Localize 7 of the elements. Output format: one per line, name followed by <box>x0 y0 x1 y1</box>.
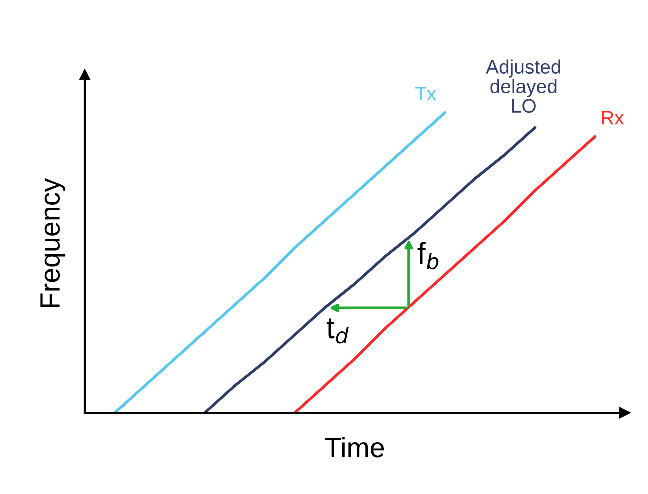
annotation: t$_{d}$ <box>326 318 349 344</box>
series-label: Rx <box>602 111 624 125</box>
annotation: f$_{b}$ <box>418 242 439 270</box>
x-axis-title: Time <box>325 437 384 458</box>
series-label: Tx <box>416 87 436 101</box>
series-label: Adjusted delayed LO <box>486 60 560 114</box>
y-axis-title: Frequency <box>40 178 66 308</box>
